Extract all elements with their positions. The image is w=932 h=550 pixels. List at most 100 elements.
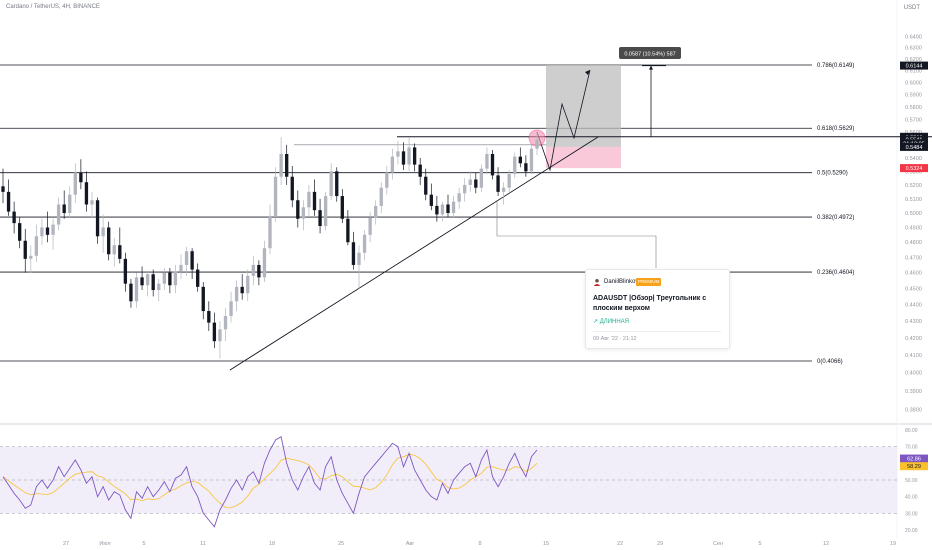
time-tick-label: Июл <box>99 541 110 547</box>
idea-direction-label: ДЛИННАЯ <box>599 319 630 325</box>
candle-body <box>162 272 166 284</box>
arrow-up-right-icon: ↗ <box>593 319 599 325</box>
measure-arrow-icon <box>649 65 653 70</box>
time-tick-label: 12 <box>823 541 829 547</box>
candle-body <box>312 191 317 211</box>
candle-body <box>40 227 44 237</box>
rsi-tick-label: 70.00 <box>905 445 918 451</box>
idea-connector <box>496 200 657 268</box>
fib-label: 0.382(0.4972) <box>817 215 854 221</box>
time-tick-label: 5 <box>758 541 761 547</box>
price-tick-label: 0.4200 <box>905 336 922 342</box>
candle-body <box>140 277 144 286</box>
time-tick-label: 25 <box>338 541 344 547</box>
candle-body <box>379 187 383 206</box>
price-tick-label: 0.6200 <box>905 57 922 63</box>
candle-body <box>513 156 517 175</box>
measure-label: 0.0587 (10.54%) 587 <box>624 52 675 58</box>
candle-body <box>296 200 300 219</box>
price-tick-label: 0.4000 <box>905 371 922 377</box>
candle-body <box>179 264 183 272</box>
candle-body <box>12 211 16 224</box>
candle-body <box>73 172 77 195</box>
candle-body <box>18 223 22 241</box>
candle-body <box>134 277 139 302</box>
rsi-tick-label: 30.00 <box>905 511 918 517</box>
candle-body <box>396 151 400 157</box>
candle-body <box>234 286 239 302</box>
candle-body <box>229 301 233 316</box>
price-tick-label: 0.5400 <box>905 156 922 162</box>
idea-card[interactable]: DaniilBlinkov PREMIUM ADAUSDT |Обзор| Тр… <box>585 269 730 349</box>
candle-body <box>435 205 439 215</box>
candle-body <box>335 171 339 197</box>
idea-title[interactable]: ADAUSDT |Обзор| Треугольник с плоским ве… <box>593 295 707 312</box>
candle-body <box>101 227 105 237</box>
candle-body <box>34 236 39 256</box>
rsi-ma-tag <box>900 462 928 471</box>
candle-body <box>285 153 289 177</box>
price-tick-label: 0.6400 <box>905 34 922 40</box>
price-tick-label: 0.5700 <box>905 117 922 123</box>
price-tag-bg <box>900 164 928 173</box>
price-tick-label: 0.4900 <box>905 225 922 231</box>
card-divider <box>593 331 721 332</box>
time-tick-label: 29 <box>657 541 663 547</box>
stop-loss-zone <box>546 146 621 169</box>
time-tick-label: 15 <box>543 541 549 547</box>
candle-body <box>212 322 217 342</box>
candle-body <box>440 204 445 215</box>
candle-body <box>68 194 72 214</box>
price-tag-bg <box>900 61 928 70</box>
idea-direction-long: ↗ ДЛИННАЯ <box>593 318 629 325</box>
candle-body <box>145 274 150 286</box>
candle-body <box>184 251 189 265</box>
candle-body <box>479 168 484 188</box>
fib-label: 0.5(0.5290) <box>817 171 848 177</box>
time-tick-label: 19 <box>890 541 896 547</box>
price-tick-label: 0.5900 <box>905 93 922 99</box>
candle-body <box>118 245 122 259</box>
candle-body <box>340 196 344 219</box>
price-tick-label: 0.5100 <box>905 197 922 203</box>
candle-body <box>374 205 378 218</box>
price-axis-unit: USDT <box>903 5 920 11</box>
time-tick-label: 8 <box>478 541 481 547</box>
idea-author[interactable]: DaniilBlinkov <box>604 279 639 285</box>
candle-body <box>418 164 422 177</box>
time-tick-label: 5 <box>142 541 145 547</box>
candle-body <box>301 207 306 219</box>
time-tick-label: Сен <box>713 541 723 547</box>
candle-body <box>490 153 495 176</box>
price-tag-label: 0.5484 <box>906 145 923 151</box>
candle-body <box>107 227 111 255</box>
time-tick-label: 11 <box>200 541 206 547</box>
ascending-trendline <box>229 136 599 371</box>
candle-body <box>112 245 116 255</box>
candle-body <box>168 272 172 286</box>
candle-body <box>323 196 328 227</box>
candle-body <box>318 210 322 227</box>
candle-body <box>90 200 94 205</box>
premium-badge: PREMIUM <box>636 278 662 286</box>
candle-body <box>385 172 389 188</box>
candle-body <box>45 227 50 235</box>
price-tick-label: 0.4400 <box>905 303 922 309</box>
candle-body <box>29 255 33 259</box>
candle-body <box>290 176 294 201</box>
candle-body <box>446 204 450 214</box>
candle-body <box>529 148 534 172</box>
candle-body <box>240 286 244 294</box>
price-tick-label: 0.6000 <box>905 81 922 87</box>
candle-body <box>407 147 411 165</box>
candle-body <box>151 274 155 291</box>
price-tick-label: 0.4700 <box>905 255 922 261</box>
rsi-tick-label: 20.00 <box>905 528 918 534</box>
projection-arrow-icon <box>585 70 590 75</box>
price-tick-label: 0.3900 <box>905 389 922 395</box>
candle-body <box>95 200 100 237</box>
candle-body <box>262 248 267 278</box>
price-tick-label: 0.4500 <box>905 286 922 292</box>
